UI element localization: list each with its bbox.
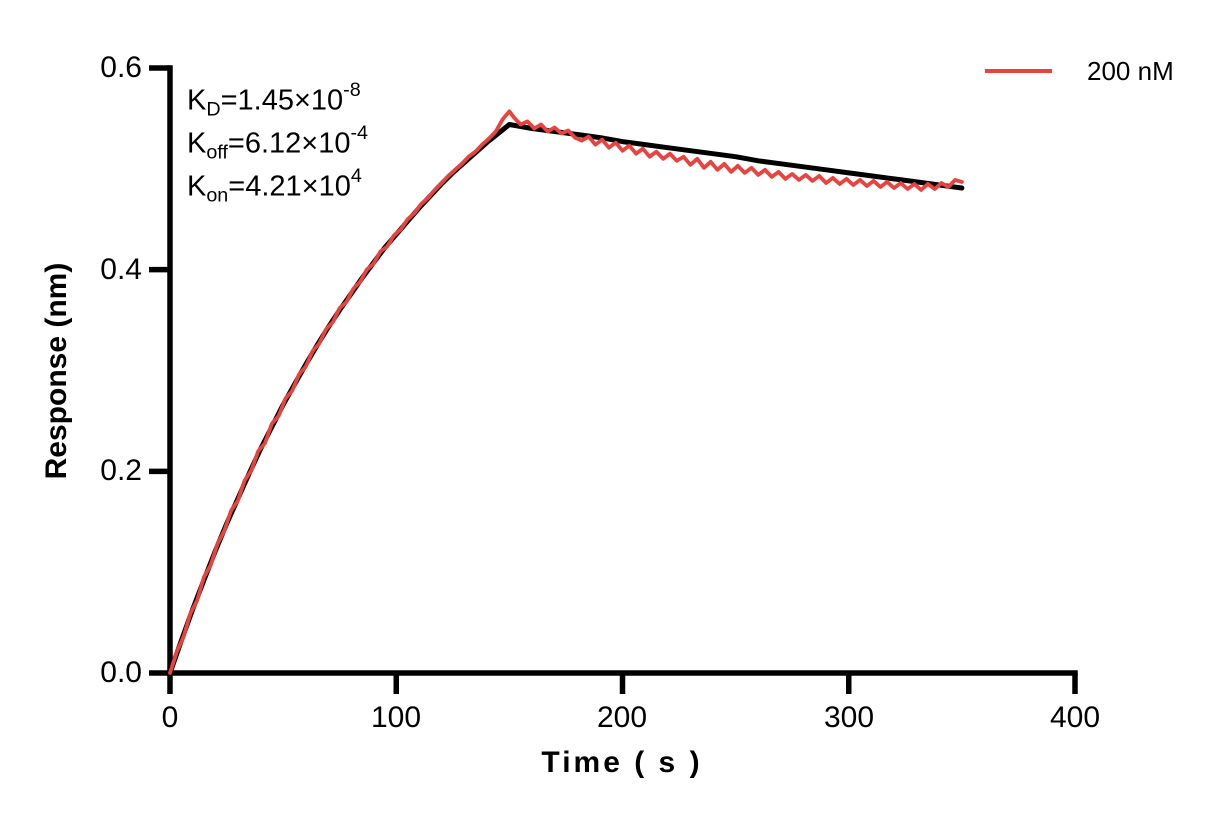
x-tick-label: 200	[596, 701, 648, 734]
y-tick-label: 0.0	[100, 656, 142, 689]
x-tick-label: 400	[1049, 701, 1101, 734]
legend-line-swatch	[985, 69, 1052, 73]
kinetics-annotation-kon: Kon=4.21×104	[187, 165, 362, 207]
legend-label: 200 nM	[1087, 56, 1174, 86]
y-axis-title: Response (nm)	[40, 262, 73, 480]
x-axis-title: Time ( s )	[541, 746, 703, 779]
y-tick-label: 0.4	[100, 253, 142, 286]
y-tick-label: 0.2	[100, 454, 142, 487]
x-tick-label: 0	[161, 701, 179, 734]
x-tick-label: 300	[823, 701, 875, 734]
kinetics-annotation-koff: Koff=6.12×10-4	[187, 122, 369, 164]
y-tick-label: 0.6	[100, 51, 142, 84]
series-measured-trace	[168, 109, 964, 675]
kinetics-annotation-kd: KD=1.45×10-8	[187, 79, 361, 121]
x-tick-label: 100	[370, 701, 422, 734]
